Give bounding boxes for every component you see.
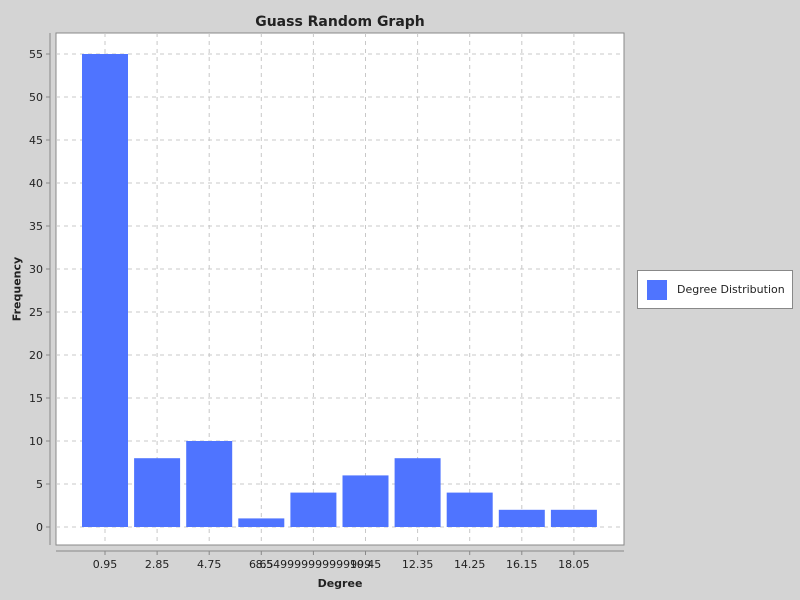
x-axis-title: Degree bbox=[317, 577, 363, 590]
bar bbox=[134, 458, 181, 527]
y-tick-label: 20 bbox=[29, 349, 43, 362]
x-tick-label: 12.35 bbox=[402, 558, 434, 571]
x-tick-label: 0.95 bbox=[93, 558, 118, 571]
bar bbox=[186, 441, 233, 527]
bar bbox=[394, 458, 441, 527]
y-tick-label: 50 bbox=[29, 91, 43, 104]
bars bbox=[82, 54, 597, 527]
y-tick-label: 45 bbox=[29, 134, 43, 147]
y-tick-label: 30 bbox=[29, 263, 43, 276]
x-tick-label: 16.15 bbox=[506, 558, 538, 571]
legend-label: Degree Distribution bbox=[677, 283, 785, 296]
y-tick-label: 55 bbox=[29, 48, 43, 61]
y-tick-label: 35 bbox=[29, 220, 43, 233]
y-tick-label: 5 bbox=[36, 478, 43, 491]
y-tick-label: 15 bbox=[29, 392, 43, 405]
bar bbox=[290, 492, 337, 527]
bar bbox=[446, 492, 493, 527]
y-tick-label: 0 bbox=[36, 521, 43, 534]
y-tick-label: 40 bbox=[29, 177, 43, 190]
x-tick-label: 2.85 bbox=[145, 558, 170, 571]
chart-title: Guass Random Graph bbox=[255, 14, 425, 30]
x-tick-label: 6.65 bbox=[249, 558, 274, 571]
bar bbox=[342, 475, 389, 527]
bar bbox=[498, 509, 545, 527]
bar bbox=[550, 509, 597, 527]
x-tick-label: 14.25 bbox=[454, 558, 486, 571]
axes bbox=[46, 33, 624, 555]
y-tick-label: 10 bbox=[29, 435, 43, 448]
x-tick-label: 4.75 bbox=[197, 558, 222, 571]
grid-lines bbox=[56, 33, 624, 545]
y-ticks: 0 5 10 15 20 25 30 35 40 45 50 55 bbox=[29, 48, 43, 534]
bar bbox=[238, 518, 285, 527]
x-tick-label: 18.05 bbox=[558, 558, 590, 571]
bar bbox=[82, 54, 128, 527]
legend-swatch bbox=[647, 279, 667, 300]
x-tick-label: 10.45 bbox=[350, 558, 382, 571]
legend: Degree Distribution bbox=[637, 270, 793, 309]
y-tick-label: 25 bbox=[29, 306, 43, 319]
y-axis-title: Frequency bbox=[10, 256, 24, 322]
x-tick-label: 8.549999999999999 bbox=[256, 558, 371, 571]
